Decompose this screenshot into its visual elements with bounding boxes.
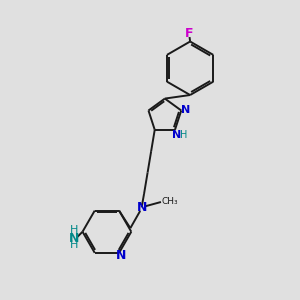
Text: N: N [181,105,190,115]
Text: CH₃: CH₃ [162,197,178,206]
Text: F: F [184,27,193,40]
Text: H: H [69,240,78,250]
Text: N: N [136,201,147,214]
Text: N: N [116,249,127,262]
Text: N: N [172,130,181,140]
Text: H: H [180,130,187,140]
Text: H: H [69,225,78,235]
Text: N: N [68,232,79,245]
